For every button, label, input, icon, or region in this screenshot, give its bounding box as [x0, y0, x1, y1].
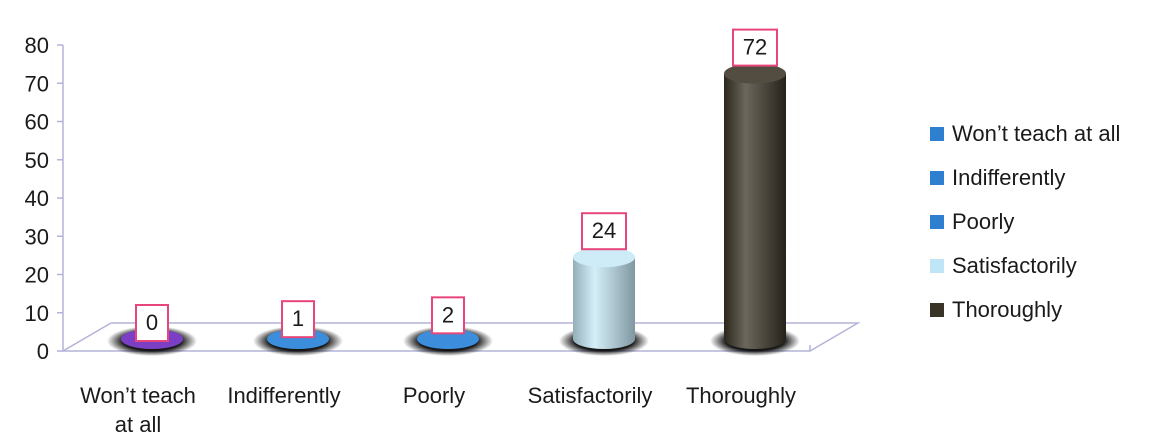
legend-swatch	[930, 127, 944, 141]
x-tick-label: Poorly	[403, 383, 465, 408]
legend-item: Thoroughly	[930, 288, 1145, 332]
y-tick-label: 70	[25, 71, 49, 96]
chart-floor	[60, 322, 861, 352]
bar-4	[573, 257, 635, 349]
y-tick-label: 30	[25, 224, 49, 249]
y-tick-label: 60	[25, 110, 49, 135]
data-label: 1	[292, 306, 304, 331]
legend-label: Won’t teach at all	[952, 121, 1121, 146]
legend-label: Thoroughly	[952, 297, 1063, 322]
legend-swatch	[930, 215, 944, 229]
y-tick-label: 20	[25, 263, 49, 288]
data-label: 2	[442, 302, 454, 327]
data-label: 24	[592, 218, 616, 243]
legend-swatch	[930, 259, 944, 273]
data-label-box	[581, 212, 627, 251]
legend-label: Poorly	[952, 209, 1015, 234]
legend-item: Poorly	[930, 200, 1145, 244]
data-label-box	[732, 28, 778, 67]
x-tick-label: at all	[115, 412, 161, 437]
bar-top	[573, 247, 635, 268]
x-tick-label: Satisfactorily	[528, 383, 653, 408]
legend-item: Satisfactorily	[930, 244, 1145, 288]
y-tick-label: 50	[25, 148, 49, 173]
legend-label: Indifferently	[952, 165, 1066, 190]
chart-legend: Won’t teach at all Indifferently Poorly Sat…	[930, 112, 1145, 332]
data-label-box	[281, 300, 315, 339]
legend-swatch	[930, 303, 944, 317]
y-tick-label: 80	[25, 33, 49, 58]
x-tick-label: Thoroughly	[686, 383, 796, 408]
y-tick-label: 40	[25, 186, 49, 211]
data-label-box	[135, 304, 169, 342]
legend-item: Won’t teach at all	[930, 112, 1145, 156]
legend-item: Indifferently	[930, 156, 1145, 200]
data-label-box	[431, 296, 465, 335]
legend-label: Satisfactorily	[952, 253, 1077, 278]
y-tick-label: 0	[37, 339, 49, 364]
x-tick-label: Won’t teach	[80, 383, 196, 408]
x-tick-label: Indifferently	[227, 383, 340, 408]
legend-swatch	[930, 171, 944, 185]
bar-5	[724, 73, 786, 349]
bar-top	[724, 63, 786, 84]
y-tick-label: 10	[25, 301, 49, 326]
data-label: 72	[743, 35, 767, 60]
data-label: 0	[146, 310, 158, 335]
